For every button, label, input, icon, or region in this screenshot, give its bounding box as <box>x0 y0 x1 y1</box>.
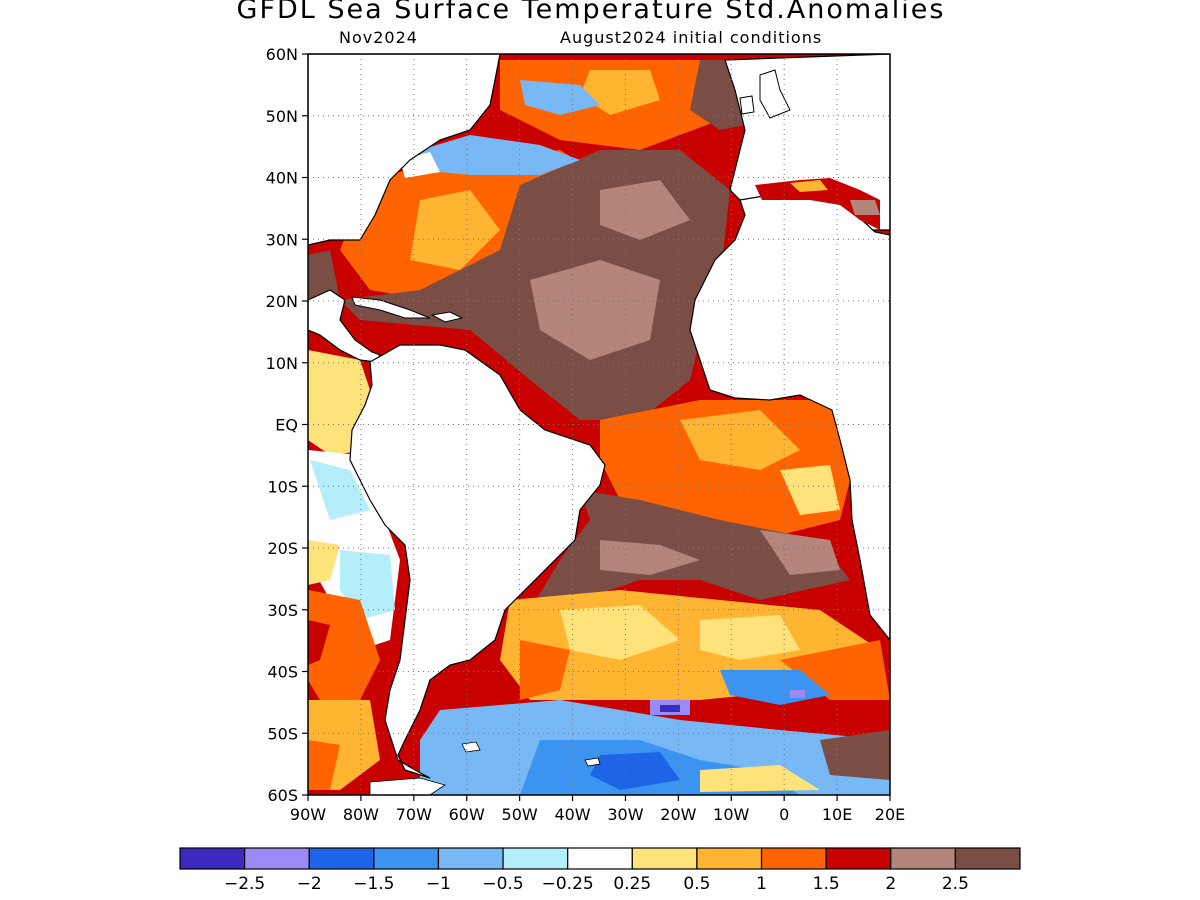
lat-tick-label: 10S <box>267 477 298 496</box>
colorbar-label: −2.5 <box>224 874 265 894</box>
lon-tick-label: 90W <box>290 805 326 824</box>
lon-tick-label: 10W <box>713 805 749 824</box>
colorbar-label: −1 <box>426 874 451 894</box>
colorbar-swatch <box>244 847 310 870</box>
colorbar-label: 1 <box>756 874 767 894</box>
colorbar-swatch <box>567 847 633 870</box>
lon-tick-label: 80W <box>343 805 379 824</box>
colorbar-label: −0.5 <box>482 874 523 894</box>
lat-tick-label: 30N <box>266 230 298 249</box>
lat-tick-label: EQ <box>275 416 298 435</box>
longitude-ticks: 90W 80W 70W 60W 50W 40W 30W 20W 10W 0 10E 20E <box>290 795 905 824</box>
lon-tick-label: 30W <box>607 805 643 824</box>
colorbar-label: 2.5 <box>942 874 969 894</box>
colorbar-swatch <box>760 847 827 870</box>
colorbar-label: −0.25 <box>542 874 594 894</box>
lat-tick-label: 30S <box>267 601 298 620</box>
lon-tick-label: 70W <box>396 805 432 824</box>
colorbar-label: −1.5 <box>353 874 394 894</box>
colorbar-swatch <box>308 847 375 870</box>
lat-tick-label: 40S <box>267 663 298 682</box>
lat-tick-label: 20S <box>267 539 298 558</box>
colorbar-swatch <box>179 847 246 870</box>
colorbar-swatch <box>373 847 440 870</box>
colorbar-swatch <box>437 847 504 870</box>
lon-tick-label: 20W <box>660 805 696 824</box>
lat-tick-label: 50N <box>266 107 298 126</box>
colorbar-label: 0.5 <box>683 874 710 894</box>
lat-tick-label: 10N <box>266 354 298 373</box>
initial-conditions: August2024 initial conditions <box>560 28 823 47</box>
colorbar-swatch <box>631 847 698 870</box>
lon-tick-label: 60W <box>449 805 485 824</box>
lon-tick-label: 40W <box>554 805 590 824</box>
colorbar-labels: −2.5 −2 −1.5 −1 −0.5 −0.25 0.25 0.5 1 1.5 2 2.5 <box>224 874 969 894</box>
colorbar-label: −2 <box>297 874 322 894</box>
colorbar-label: 0.25 <box>613 874 651 894</box>
colorbar-swatch <box>954 847 1021 870</box>
colorbar <box>179 847 1021 870</box>
lon-tick-label: 20E <box>875 805 905 824</box>
colorbar-swatch <box>502 847 569 870</box>
colorbar-label: 1.5 <box>813 874 840 894</box>
map-title: GFDL Sea Surface Temperature Std.Anomali… <box>236 0 946 25</box>
colorbar-swatch <box>890 847 956 870</box>
lat-tick-label: 50S <box>267 724 298 743</box>
latitude-ticks: 60N 50N 40N 30N 20N 10N EQ 10S 20S 30S 40S 50S 60S <box>266 45 308 805</box>
lat-tick-label: 20N <box>266 292 298 311</box>
lon-tick-label: 10E <box>822 805 852 824</box>
colorbar-label: 2 <box>885 874 896 894</box>
lat-tick-label: 40N <box>266 169 298 188</box>
lat-tick-label: 60S <box>267 786 298 805</box>
colorbar-swatch <box>825 847 892 870</box>
lat-tick-label: 60N <box>266 45 298 64</box>
lon-tick-label: 50W <box>502 805 538 824</box>
forecast-month: Nov2024 <box>339 28 418 47</box>
gridlines <box>308 54 890 795</box>
colorbar-swatch <box>696 847 763 870</box>
lon-tick-label: 0 <box>779 805 789 824</box>
